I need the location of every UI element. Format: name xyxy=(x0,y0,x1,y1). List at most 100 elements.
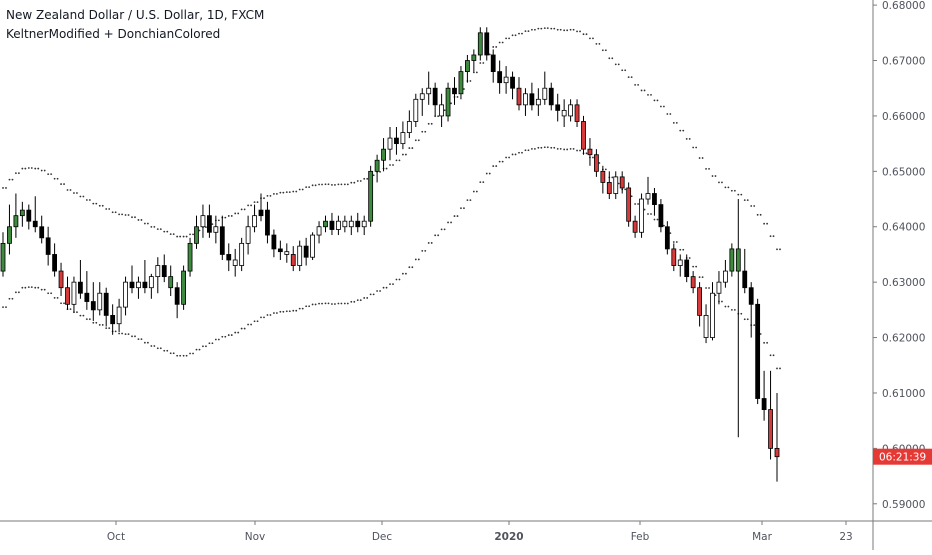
upper-band-dot xyxy=(727,186,730,189)
lower-band-dot xyxy=(127,333,130,336)
candle-body xyxy=(394,137,399,145)
upper-band-dot xyxy=(234,212,237,215)
candle-body xyxy=(71,281,77,305)
lower-band-dot xyxy=(224,335,227,338)
lower-band-dot xyxy=(198,348,201,351)
lower-band-dot xyxy=(408,266,411,269)
candle-body xyxy=(761,398,767,411)
lower-band-dot xyxy=(653,218,656,221)
candle-body xyxy=(7,226,12,244)
lower-band-dot xyxy=(166,349,169,352)
candle-body xyxy=(639,198,644,233)
lower-band-dot xyxy=(256,320,259,323)
upper-band-dot xyxy=(714,175,717,177)
candle-body xyxy=(181,270,187,305)
lower-band-dot xyxy=(359,299,362,302)
lower-band-dot xyxy=(140,338,143,340)
lower-band-dot xyxy=(189,352,191,355)
lower-band-dot xyxy=(308,305,311,308)
upper-band-dot xyxy=(11,178,14,181)
candle-body xyxy=(439,104,445,117)
upper-band-dot xyxy=(356,180,359,182)
candle-body xyxy=(535,98,541,106)
candle-body xyxy=(13,215,19,228)
upper-band-dot xyxy=(669,113,672,115)
candle-body xyxy=(323,220,328,228)
lower-band-dot xyxy=(5,306,7,308)
lower-band-dot xyxy=(76,311,78,314)
upper-band-dot xyxy=(131,216,133,219)
upper-band-dot xyxy=(76,192,78,194)
upper-band-dot xyxy=(285,191,288,194)
candle-body xyxy=(471,54,477,61)
lower-band-dot xyxy=(695,265,698,268)
upper-band-dot xyxy=(531,28,533,31)
candle-body xyxy=(155,265,161,278)
price-tick-label: 0.65000 xyxy=(882,166,925,178)
lower-band-dot xyxy=(456,215,459,217)
upper-band-dot xyxy=(627,76,630,79)
lower-band-dot xyxy=(411,266,414,269)
lower-band-dot xyxy=(482,181,485,184)
lower-band-dot xyxy=(340,302,343,305)
lower-band-dot xyxy=(372,293,375,296)
upper-band-dot xyxy=(750,205,753,207)
upper-band-dot xyxy=(85,199,88,201)
lower-band-dot xyxy=(479,181,482,184)
upper-band-dot xyxy=(608,57,611,60)
upper-band-dot xyxy=(192,233,194,236)
upper-band-dot xyxy=(198,229,201,232)
lower-band-dot xyxy=(576,149,578,152)
upper-band-dot xyxy=(537,27,540,30)
candle-body xyxy=(206,215,212,233)
time-tick-label: Nov xyxy=(245,531,266,543)
upper-band-dot xyxy=(27,167,30,169)
upper-band-dot xyxy=(108,208,111,210)
upper-band-dot xyxy=(105,208,108,210)
upper-band-dot xyxy=(15,172,17,175)
lower-band-dot xyxy=(460,207,462,210)
candle-body xyxy=(252,215,257,228)
upper-band-dot xyxy=(211,223,214,226)
upper-band-dot xyxy=(656,99,659,102)
lower-band-dot xyxy=(430,242,433,244)
lower-band-dot xyxy=(205,345,207,348)
lower-band-dot xyxy=(630,195,633,198)
lower-band-dot xyxy=(2,306,4,308)
upper-band-dot xyxy=(118,213,120,216)
lower-band-dot xyxy=(279,310,282,313)
upper-band-dot xyxy=(331,184,333,186)
upper-band-dot xyxy=(733,189,736,192)
candle-body xyxy=(142,281,148,289)
lower-band-dot xyxy=(469,199,472,202)
candle-body xyxy=(774,447,780,458)
lower-band-dot xyxy=(647,213,649,215)
time-tick-label: 2020 xyxy=(494,531,523,543)
upper-band-dot xyxy=(398,159,401,162)
upper-band-dot xyxy=(305,186,308,189)
upper-band-dot xyxy=(743,199,746,202)
candle-body xyxy=(110,315,116,325)
lower-band-dot xyxy=(466,199,469,202)
lower-band-dot xyxy=(708,287,710,289)
candle-body xyxy=(194,226,199,244)
lower-band-dot xyxy=(369,293,372,296)
lower-band-dot xyxy=(159,347,162,350)
lower-band-dot xyxy=(366,297,369,299)
candle-body xyxy=(458,71,464,95)
upper-band-dot xyxy=(176,235,179,238)
upper-band-dot xyxy=(779,248,781,251)
upper-band-dot xyxy=(611,57,614,60)
upper-band-dot xyxy=(263,197,265,200)
candle-body xyxy=(464,60,470,72)
lower-band-dot xyxy=(124,333,127,336)
lower-band-dot xyxy=(356,299,359,302)
upper-band-dot xyxy=(617,63,620,66)
upper-band-dot xyxy=(243,208,246,211)
upper-band-dot xyxy=(534,28,536,31)
lower-band-dot xyxy=(60,302,62,305)
upper-band-dot xyxy=(653,99,656,102)
lower-band-dot xyxy=(88,318,91,321)
lower-band-dot xyxy=(440,228,443,231)
lower-band-dot xyxy=(8,297,11,300)
